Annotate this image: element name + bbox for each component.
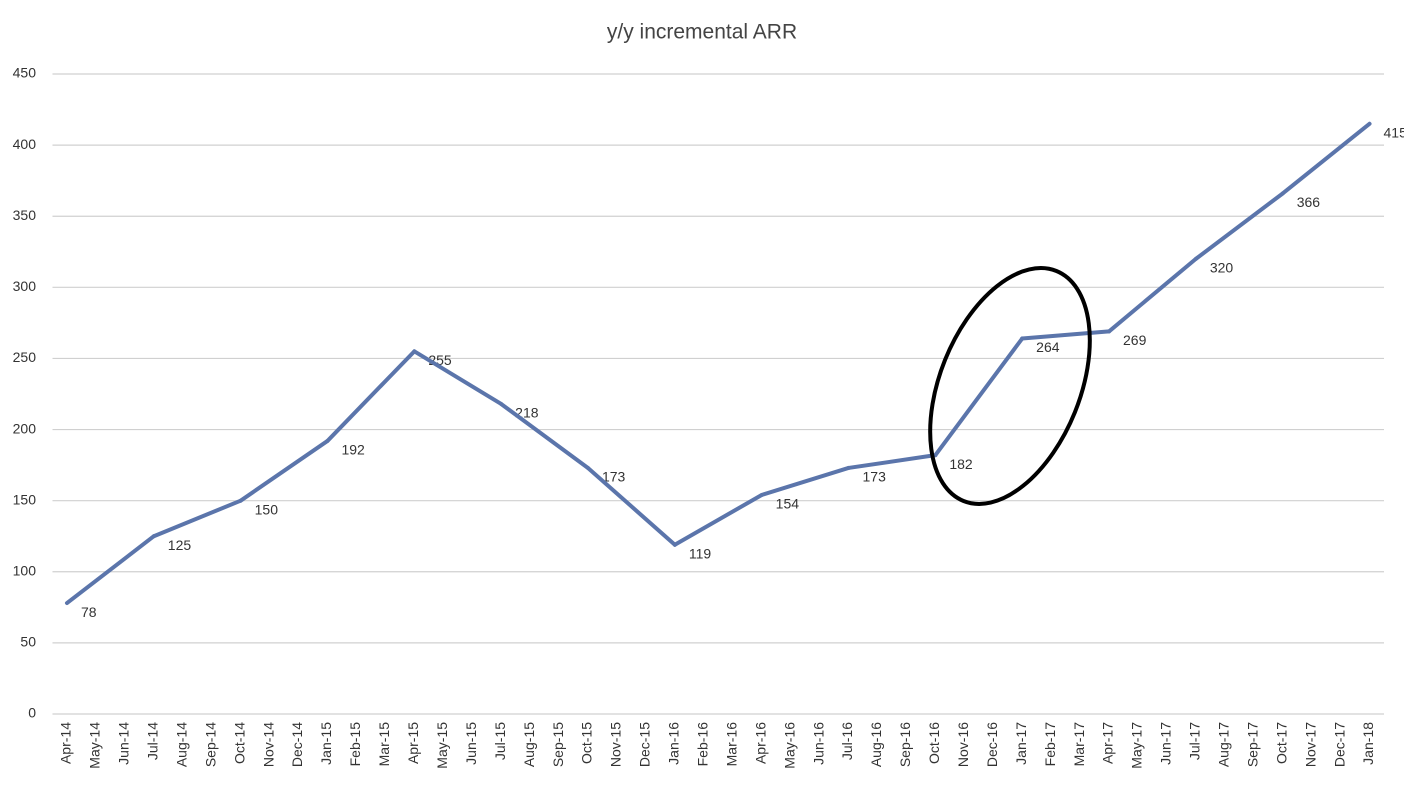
x-tick-label: Nov-15 — [608, 722, 624, 767]
x-tick-label: Aug-17 — [1216, 722, 1232, 767]
x-tick-label: Jan-15 — [318, 722, 334, 765]
x-tick-label: Oct-17 — [1273, 722, 1289, 764]
x-tick-label: Jan-16 — [666, 722, 682, 765]
y-tick-label: 450 — [13, 65, 37, 81]
highlight-circle — [928, 266, 1092, 506]
line-segment — [846, 453, 938, 470]
data-label: 150 — [255, 501, 279, 517]
x-tick-label: Apr-16 — [752, 722, 768, 764]
data-label: 320 — [1210, 260, 1234, 276]
x-tick-label: May-16 — [781, 722, 797, 769]
x-tick-label: Nov-14 — [260, 722, 276, 767]
x-tick-label: Aug-14 — [173, 722, 189, 767]
y-tick-label: 400 — [13, 136, 37, 152]
x-tick-label: Mar-17 — [1071, 722, 1087, 767]
x-tick-label: May-14 — [87, 722, 103, 769]
x-tick-label: Oct-15 — [579, 722, 595, 764]
line-segment — [1107, 256, 1198, 334]
x-tick-label: Jun-14 — [116, 722, 132, 765]
x-tick-label: Jun-16 — [810, 722, 826, 765]
data-label: 173 — [602, 469, 626, 485]
data-label: 415 — [1384, 124, 1404, 140]
data-label: 125 — [168, 537, 192, 553]
x-tick-label: Oct-16 — [926, 722, 942, 764]
line-segment — [672, 492, 764, 547]
x-tick-label: Aug-15 — [521, 722, 537, 767]
line-segment — [759, 465, 851, 497]
line-segment — [499, 401, 590, 470]
x-tick-label: Aug-16 — [868, 722, 884, 767]
x-tick-label: Jul-17 — [1187, 722, 1203, 760]
x-tick-label: Dec-16 — [984, 722, 1000, 767]
y-tick-label: 350 — [13, 207, 37, 223]
data-label: 269 — [1123, 332, 1147, 348]
x-tick-label: Jul-16 — [839, 722, 855, 760]
data-label: 366 — [1297, 194, 1321, 210]
y-tick-label: 100 — [13, 562, 37, 578]
x-tick-label: Dec-17 — [1331, 722, 1347, 767]
x-tick-label: Sep-16 — [897, 722, 913, 767]
chart-title: y/y incremental ARR — [607, 21, 797, 44]
line-segment — [412, 349, 504, 406]
x-tick-label: Jan-18 — [1360, 722, 1376, 765]
data-label: 192 — [341, 442, 365, 458]
line-segment — [1193, 191, 1285, 261]
x-tick-label: Dec-15 — [637, 722, 653, 767]
x-tick-label: Mar-16 — [723, 722, 739, 767]
line-segment — [1280, 121, 1372, 196]
x-tick-label: May-17 — [1129, 722, 1145, 769]
x-tick-label: Feb-16 — [694, 722, 710, 767]
x-tick-label: Feb-15 — [347, 722, 363, 767]
x-tick-label: Feb-17 — [1042, 722, 1058, 767]
x-tick-label: Jun-15 — [463, 722, 479, 765]
line-segment — [151, 498, 243, 539]
line-segment — [238, 438, 330, 503]
line-segment — [933, 336, 1025, 458]
x-tick-label: Jun-17 — [1158, 722, 1174, 765]
line-segment — [585, 465, 677, 547]
x-tick-label: Apr-15 — [405, 722, 421, 764]
data-label: 173 — [863, 469, 887, 485]
x-tick-label: Jul-15 — [492, 722, 508, 760]
x-tick-label: Dec-14 — [289, 722, 305, 767]
x-tick-label: May-15 — [434, 722, 450, 769]
data-label: 154 — [776, 496, 800, 512]
y-tick-label: 250 — [13, 349, 37, 365]
x-tick-label: Nov-17 — [1302, 722, 1318, 767]
x-tick-label: Jul-14 — [145, 722, 161, 760]
data-label: 264 — [1036, 339, 1060, 355]
x-tick-label: Mar-15 — [376, 722, 392, 767]
x-tick-label: Sep-15 — [550, 722, 566, 767]
y-tick-label: 300 — [13, 278, 37, 294]
x-tick-label: Nov-16 — [955, 722, 971, 767]
data-label: 78 — [81, 604, 97, 620]
data-label: 119 — [689, 545, 712, 561]
x-tick-label: Oct-14 — [231, 722, 247, 764]
line-segment — [325, 349, 417, 443]
y-tick-label: 150 — [13, 491, 37, 507]
x-tick-label: Sep-14 — [202, 722, 218, 767]
line-segment — [1020, 329, 1112, 341]
x-tick-label: Sep-17 — [1244, 722, 1260, 767]
x-tick-label: Apr-17 — [1100, 722, 1116, 764]
data-label: 182 — [949, 456, 973, 472]
y-tick-label: 0 — [28, 705, 36, 721]
y-tick-label: 200 — [13, 420, 37, 436]
y-tick-label: 50 — [20, 634, 36, 650]
x-tick-label: Apr-14 — [58, 722, 74, 764]
x-tick-label: Jan-17 — [1013, 722, 1029, 765]
line-segment — [64, 534, 156, 606]
